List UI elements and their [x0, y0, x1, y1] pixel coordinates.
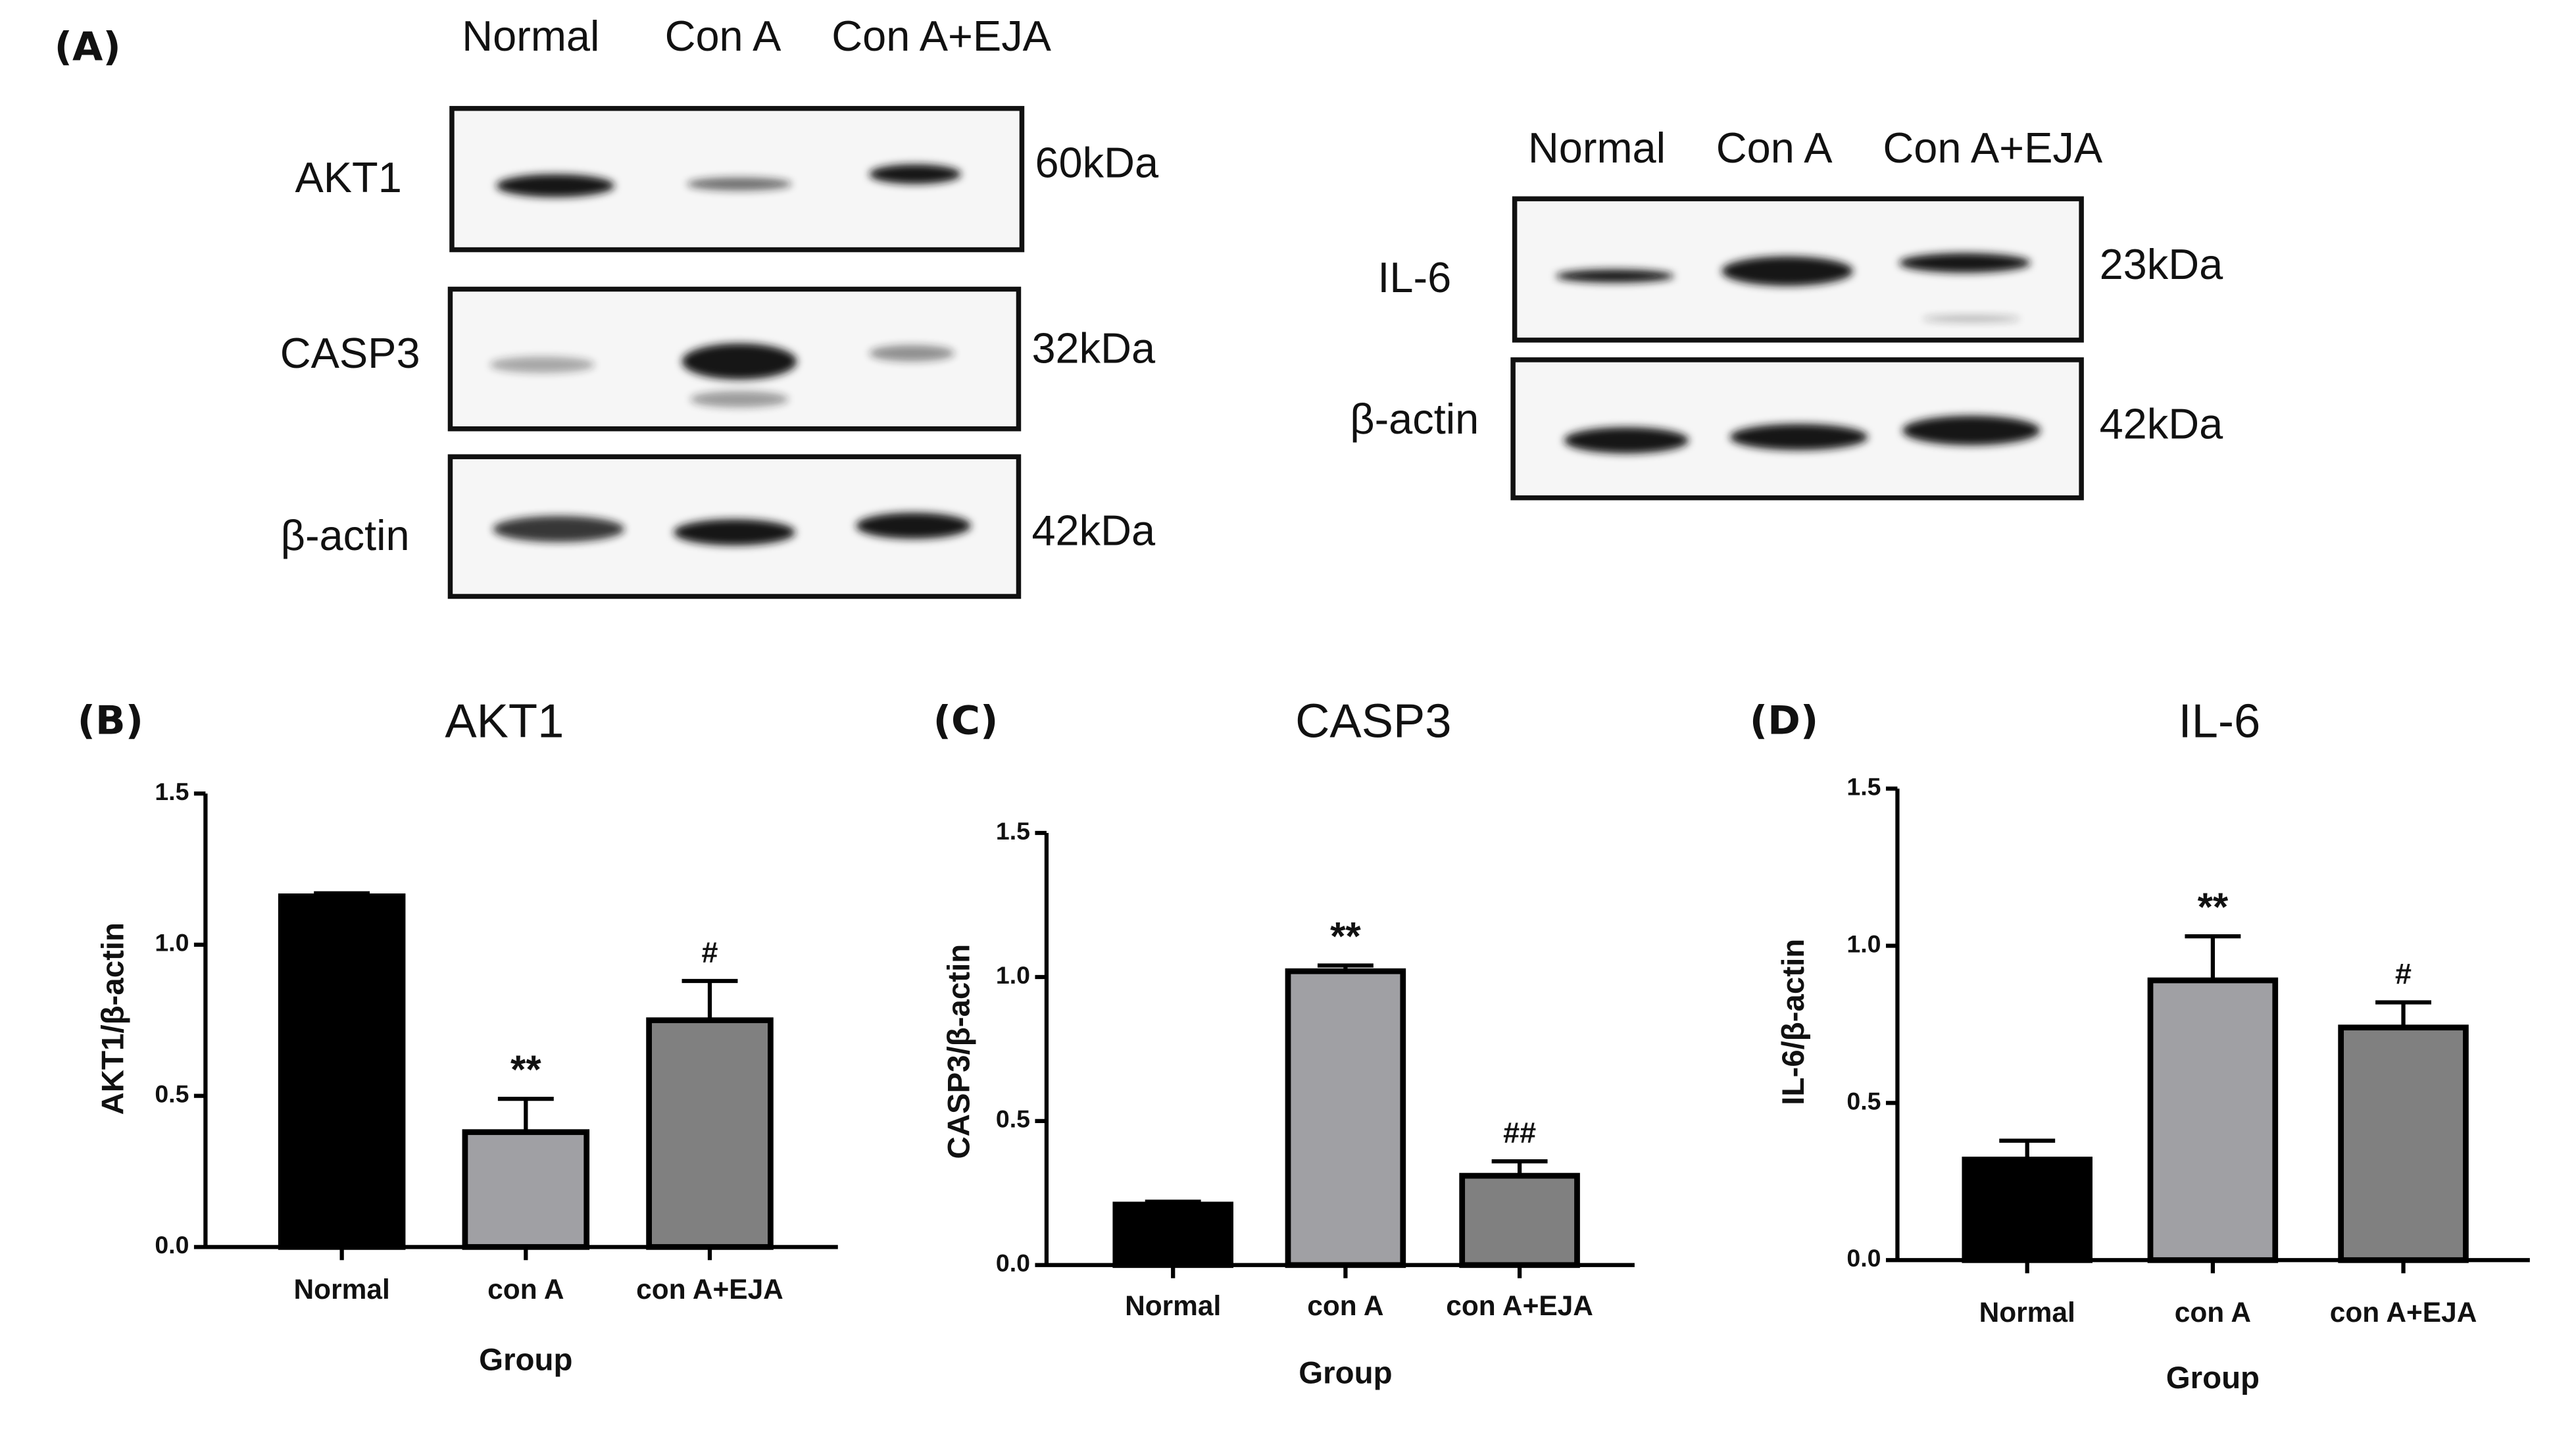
blot-band	[1729, 424, 1868, 451]
y-tick-label: 0.0	[1846, 1244, 1881, 1272]
error-bar	[1999, 1138, 2056, 1160]
blot-band	[681, 343, 797, 380]
significance-mark: **	[510, 1047, 541, 1092]
x-axis-title: Group	[479, 1343, 572, 1378]
error-bar	[1317, 963, 1374, 972]
lane-label: Con A+EJA	[1883, 124, 2102, 172]
size-label: 60kDa	[1035, 138, 1159, 186]
blot-band	[869, 164, 962, 184]
x-tick-label: con A+EJA	[2330, 1297, 2477, 1328]
error-bar	[497, 1097, 554, 1132]
significance-mark: **	[2198, 885, 2229, 929]
bar	[1285, 968, 1406, 1268]
blot-band	[690, 391, 789, 408]
size-label: 32kDa	[1031, 324, 1156, 372]
blot-band	[1902, 415, 2041, 445]
lane-label: Normal	[462, 12, 599, 60]
blot-band	[1556, 269, 1674, 283]
blot-band	[856, 513, 972, 540]
y-tick-label: 0.5	[155, 1080, 189, 1107]
panel-label: (A)	[55, 24, 121, 70]
protein-label: β-actin	[281, 511, 410, 559]
error-bar	[1491, 1159, 1548, 1176]
y-tick-label: 1.0	[996, 961, 1030, 989]
significance-mark: #	[2395, 957, 2412, 990]
y-tick-label: 0.5	[996, 1105, 1030, 1133]
blot-band	[489, 356, 595, 373]
x-tick-label: con A	[1307, 1290, 1383, 1321]
protein-label: IL-6	[1377, 253, 1451, 301]
bar	[2338, 1024, 2469, 1263]
blot-band	[674, 519, 795, 546]
error-bar	[2375, 1000, 2432, 1028]
chart-title: AKT1	[445, 694, 564, 747]
y-tick-label: 1.5	[155, 778, 189, 805]
blot-band	[496, 174, 615, 197]
y-tick-label: 0.0	[155, 1231, 189, 1259]
y-axis-title: CASP3/β-actin	[942, 944, 977, 1159]
protein-label: CASP3	[280, 329, 420, 377]
blot-band	[869, 345, 955, 362]
bar	[1112, 1201, 1233, 1268]
error-bar	[314, 891, 370, 897]
lane-label: Con A	[1716, 124, 1833, 172]
lane-label: Con A	[665, 12, 782, 60]
error-bar	[681, 978, 738, 1020]
error-bar	[1145, 1199, 1201, 1205]
x-tick-label: Normal	[1979, 1297, 2075, 1328]
panel-label: (D)	[1750, 697, 1819, 743]
y-tick-label: 0.5	[1846, 1087, 1881, 1115]
x-tick-label: Normal	[294, 1274, 390, 1305]
significance-mark: #	[702, 936, 718, 969]
bar	[2147, 977, 2279, 1263]
blot-left: Normal Con A Con A+EJA AKT1 CASP3 β-acti…	[280, 12, 1159, 599]
blot-band	[1721, 256, 1854, 286]
blot-band	[493, 516, 625, 543]
bar	[278, 893, 406, 1250]
x-tick-label: con A	[2175, 1297, 2251, 1328]
panel-label: (B)	[78, 697, 143, 743]
y-tick-label: 1.5	[996, 817, 1030, 845]
bar	[1962, 1157, 2093, 1263]
y-tick-label: 1.0	[1846, 930, 1881, 957]
size-label: 23kDa	[2100, 240, 2224, 288]
x-tick-label: con A+EJA	[1446, 1290, 1593, 1321]
blot-band	[1898, 253, 2031, 273]
x-axis-title: Group	[1299, 1356, 1392, 1391]
protein-label: AKT1	[295, 153, 401, 201]
size-label: 42kDa	[1031, 507, 1156, 555]
lane-label: Con A+EJA	[831, 12, 1051, 60]
blot-band	[1564, 427, 1689, 454]
lane-label: Normal	[1528, 124, 1666, 172]
blot-band	[687, 177, 792, 191]
chart-title: CASP3	[1295, 694, 1451, 747]
y-tick-label: 1.5	[1846, 773, 1881, 801]
x-tick-label: con A	[487, 1274, 564, 1305]
error-bar	[2185, 934, 2241, 981]
significance-mark: **	[1330, 914, 1361, 958]
x-axis-title: Group	[2166, 1361, 2260, 1395]
panel-label: (C)	[933, 697, 999, 743]
size-label: 42kDa	[2100, 399, 2224, 447]
y-axis-title: IL-6/β-actin	[1776, 939, 1811, 1105]
x-tick-label: con A+EJA	[636, 1274, 783, 1305]
bar	[462, 1129, 590, 1250]
blot-right: Normal Con A Con A+EJA IL-6 β-actin 23kD…	[1350, 124, 2224, 501]
protein-label: β-actin	[1350, 395, 1479, 443]
y-tick-label: 0.0	[996, 1249, 1030, 1277]
x-tick-label: Normal	[1125, 1290, 1221, 1321]
bar	[646, 1017, 774, 1250]
bar	[1459, 1172, 1580, 1268]
significance-mark: ##	[1503, 1116, 1536, 1149]
y-axis-title: AKT1/β-actin	[96, 922, 131, 1115]
blot-band	[1921, 315, 2021, 322]
y-tick-label: 1.0	[155, 929, 189, 957]
chart-title: IL-6	[2178, 694, 2260, 747]
